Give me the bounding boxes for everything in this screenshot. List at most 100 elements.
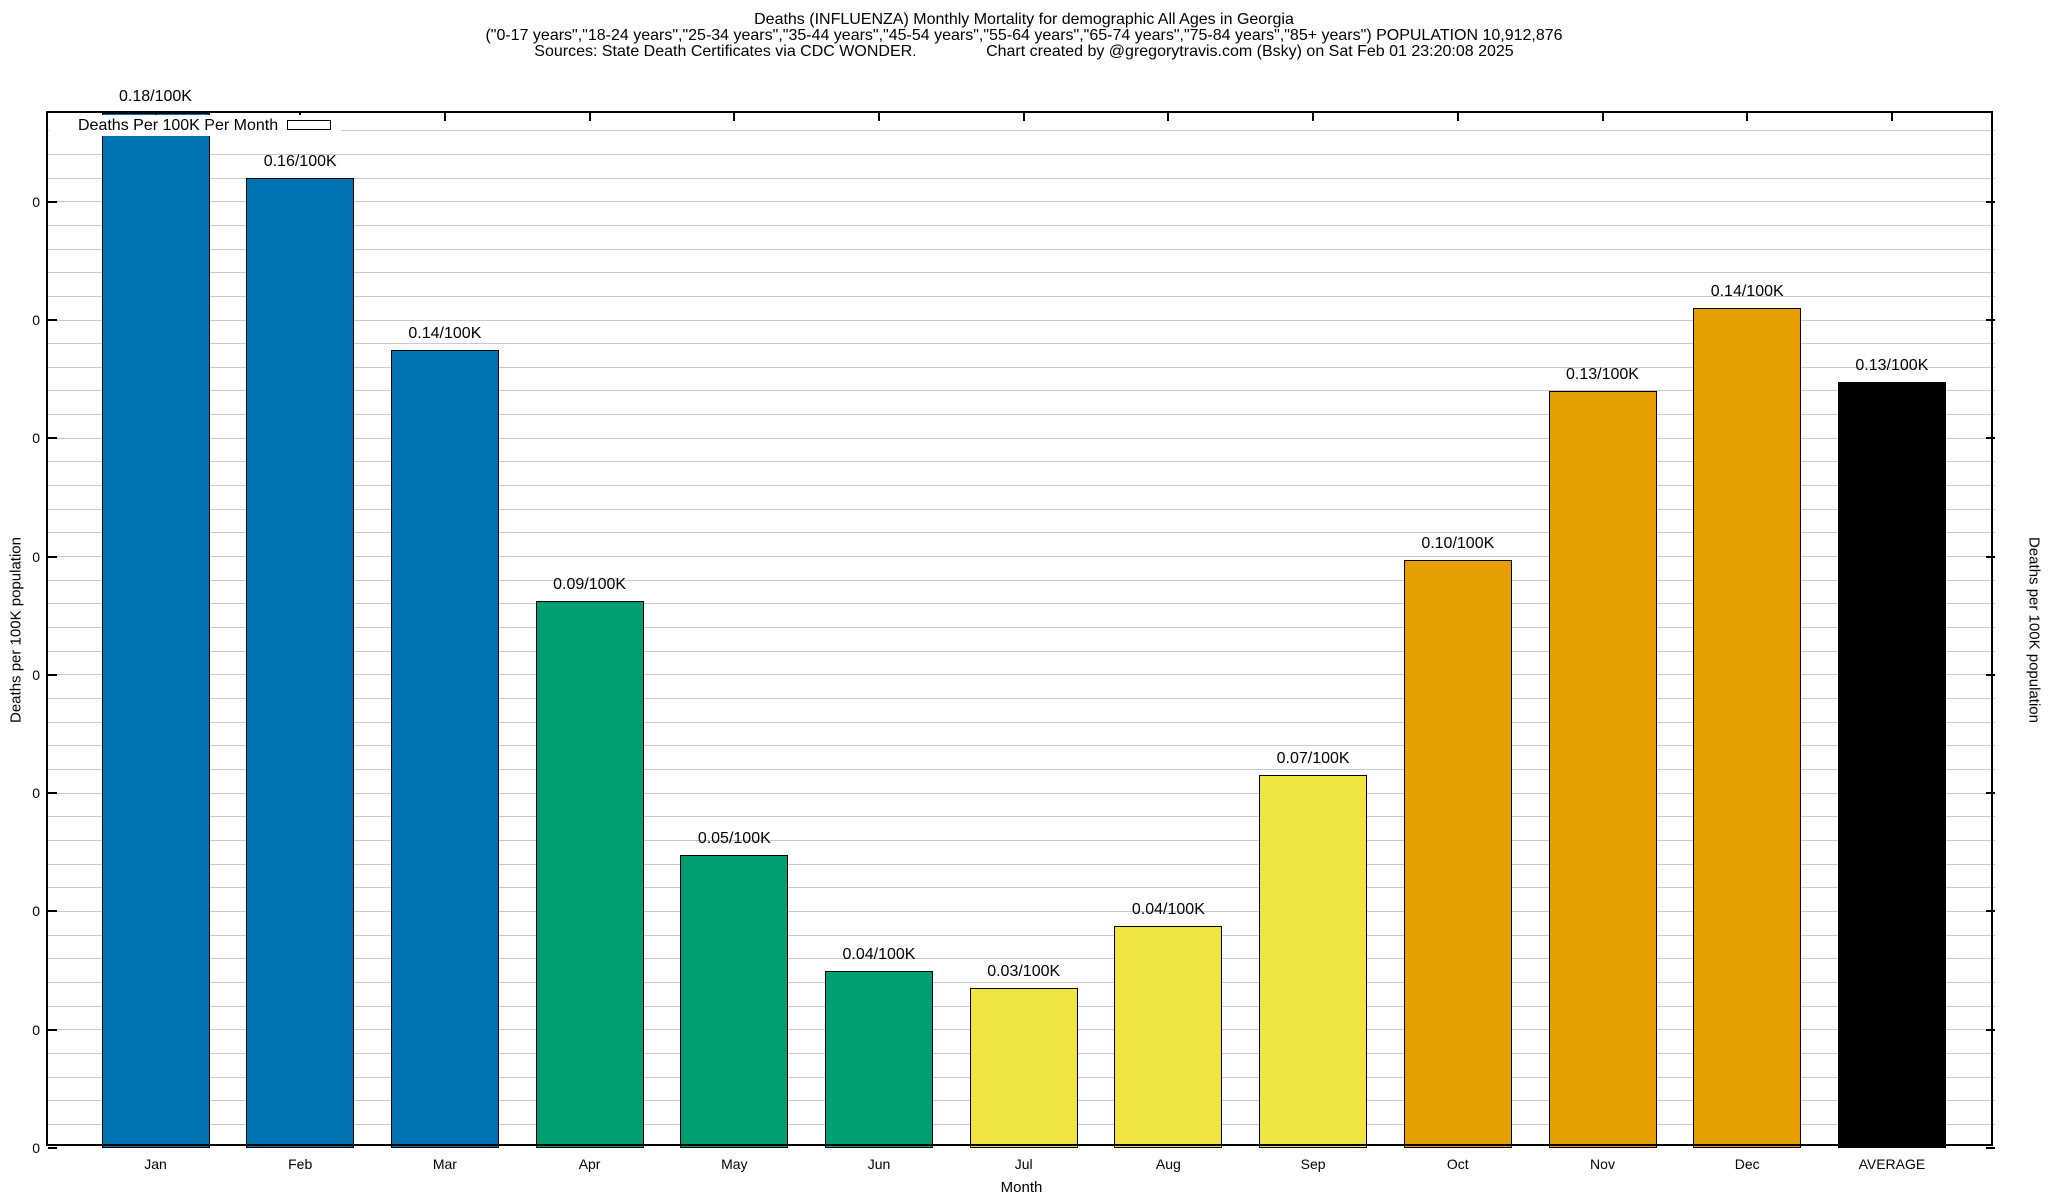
bar-dec — [1693, 308, 1802, 1148]
x-top-tick — [1601, 113, 1604, 121]
sources-text: Sources: State Death Certificates via CD… — [534, 43, 917, 60]
gridline — [48, 343, 1995, 345]
bar-aug — [1114, 926, 1223, 1148]
y-tick-label: 0 — [32, 548, 40, 565]
x-top-tick — [588, 113, 591, 121]
bar-value-label: 0.14/100K — [1710, 283, 1784, 301]
y-major-tick — [48, 200, 57, 203]
x-top-tick — [1890, 113, 1893, 121]
x-top-tick — [878, 113, 880, 121]
gridline — [48, 532, 1995, 534]
gridline — [48, 485, 1995, 487]
bar-value-label: 0.18/100K — [119, 88, 192, 105]
bar-sep — [1259, 775, 1368, 1148]
x-tick-label: Apr — [578, 1156, 601, 1172]
gridline — [48, 816, 1995, 818]
x-top-tick — [1456, 113, 1459, 121]
gridline — [48, 295, 1995, 297]
credit-text: Chart created by @gregorytravis.com (Bsk… — [986, 43, 1514, 60]
bar-value-label: 0.05/100K — [697, 830, 771, 848]
gridline — [48, 863, 1995, 865]
x-top-tick — [1167, 113, 1170, 121]
gridline — [48, 177, 1995, 179]
y-tick-label: 0 — [32, 312, 40, 328]
gridline — [48, 130, 1995, 132]
y-tick-label: 0 — [32, 666, 40, 683]
gridline — [48, 792, 1995, 794]
bar-value-label: 0.04/100K — [1131, 901, 1205, 919]
gridline — [48, 674, 1995, 676]
gridline — [48, 319, 1995, 321]
gridline — [48, 272, 1995, 274]
bar-value-label: 0.16/100K — [263, 153, 337, 171]
y-axis-title-right: Deaths per 100K population — [2025, 537, 2043, 723]
x-tick-label: May — [721, 1156, 748, 1172]
gridline — [48, 603, 1995, 605]
x-top-tick — [443, 113, 446, 121]
gridline — [48, 508, 1995, 510]
y-tick-label: 0 — [32, 1140, 40, 1156]
gridline — [48, 153, 1995, 155]
gridline — [48, 366, 1995, 368]
bar-value-label: 0.10/100K — [1421, 534, 1495, 552]
bar-oct — [1403, 559, 1512, 1148]
bar-mar — [390, 349, 499, 1148]
bar-value-label: 0.07/100K — [1276, 750, 1350, 768]
x-top-tick — [1022, 113, 1025, 121]
bar-may — [680, 855, 789, 1148]
gridline — [48, 201, 1995, 203]
gridline — [48, 390, 1995, 392]
y-major-tick — [48, 319, 57, 321]
x-axis-title: Month — [1000, 1179, 1043, 1196]
gridline — [48, 650, 1995, 652]
gridline — [48, 887, 1995, 889]
bar-jun — [825, 970, 933, 1148]
gridline — [48, 721, 1995, 723]
gridline — [48, 958, 1995, 960]
y-major-tick-right — [1986, 1028, 1995, 1031]
gridline — [48, 910, 1995, 912]
gridline — [48, 839, 1995, 841]
chart-title: Deaths (INFLUENZA) Monthly Mortality for… — [754, 11, 1294, 28]
y-tick-label: 0 — [32, 193, 40, 210]
y-tick-label: 0 — [32, 1021, 40, 1038]
bar-average — [1837, 382, 1946, 1148]
y-major-tick-right — [1986, 910, 1995, 913]
y-major-tick — [48, 792, 57, 795]
bar-value-label: 0.13/100K — [1566, 365, 1639, 383]
gridline — [48, 461, 1995, 463]
x-tick-label: Oct — [1446, 1156, 1469, 1172]
bar-jan — [101, 113, 210, 1148]
y-major-tick — [48, 437, 57, 440]
x-tick-label: Dec — [1734, 1156, 1760, 1172]
x-tick-label: Sep — [1300, 1156, 1326, 1172]
gridline — [48, 698, 1995, 699]
bar-value-label: 0.13/100K — [1855, 357, 1929, 375]
gridline — [48, 745, 1995, 747]
y-major-tick-right — [1986, 319, 1995, 321]
x-tick-label: Jan — [144, 1156, 167, 1172]
x-tick-label: Jul — [1014, 1156, 1033, 1172]
gridline — [48, 248, 1995, 250]
gridline — [48, 437, 1995, 439]
x-tick-label: Feb — [288, 1156, 313, 1172]
gridline — [48, 768, 1995, 770]
gridline — [48, 627, 1995, 629]
bar-feb — [246, 178, 355, 1148]
x-tick-label: Jun — [867, 1156, 891, 1172]
bar-value-label: 0.14/100K — [408, 324, 482, 342]
bar-value-label: 0.03/100K — [987, 963, 1061, 981]
y-axis-title-left: Deaths per 100K population — [7, 537, 25, 723]
x-top-tick — [733, 113, 736, 121]
y-major-tick-right — [1986, 437, 1995, 440]
gridline — [48, 934, 1995, 936]
gridline — [48, 579, 1995, 581]
y-tick-label: 0 — [32, 903, 40, 920]
y-major-tick-right — [1986, 1147, 1995, 1149]
gridline — [48, 981, 1995, 983]
bar-jul — [969, 988, 1078, 1148]
bar-value-label: 0.04/100K — [842, 945, 916, 963]
gridline — [48, 556, 1995, 558]
y-major-tick — [48, 555, 57, 558]
